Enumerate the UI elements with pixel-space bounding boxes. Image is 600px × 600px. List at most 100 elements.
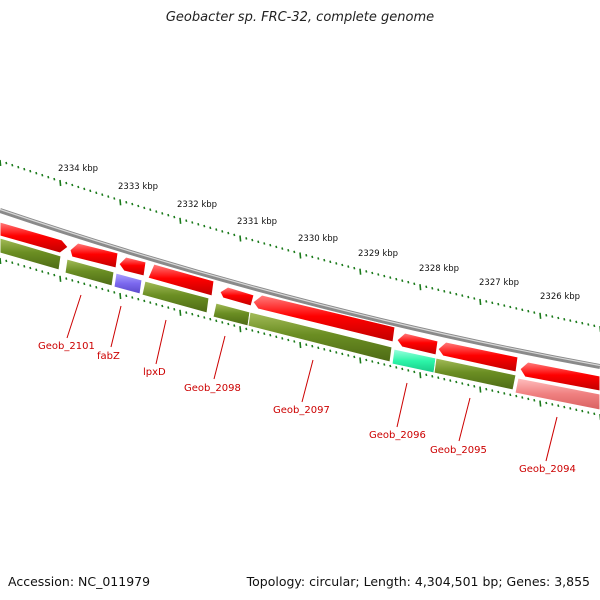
minor-tick — [281, 247, 284, 250]
feature-outer-2 — [69, 242, 119, 269]
gene-label-Geob_2097: Geob_2097 — [273, 405, 330, 416]
minor-tick — [353, 266, 356, 270]
minor-tick — [575, 408, 578, 412]
minor-tick — [329, 260, 332, 264]
major-tick — [179, 309, 182, 316]
leader-lpxD — [155, 319, 167, 365]
minor-tick — [173, 215, 176, 219]
minor-tick — [527, 397, 530, 401]
minor-tick — [149, 208, 152, 212]
minor-tick — [77, 185, 80, 189]
minor-tick — [245, 237, 248, 240]
minor-tick — [191, 312, 194, 316]
major-tick — [299, 252, 302, 259]
minor-tick — [473, 384, 476, 388]
minor-tick — [581, 321, 584, 325]
minor-tick — [341, 352, 344, 356]
minor-tick — [587, 411, 590, 414]
minor-tick — [161, 304, 164, 308]
outer-scale-ticks — [0, 159, 600, 333]
minor-tick — [491, 389, 494, 392]
major-tick — [359, 357, 362, 364]
leader-Geob_2095 — [458, 397, 471, 442]
minor-tick — [251, 238, 254, 242]
leader-Geob_2101 — [66, 294, 82, 339]
minor-tick — [155, 302, 158, 306]
minor-tick — [65, 277, 68, 280]
feature-outer-5 — [219, 286, 255, 307]
minor-tick — [341, 263, 344, 267]
minor-tick — [287, 338, 290, 342]
minor-tick — [233, 324, 236, 327]
minor-tick — [407, 280, 410, 284]
minor-tick — [521, 308, 524, 312]
minor-tick — [443, 377, 446, 381]
minor-tick — [371, 271, 374, 275]
minor-tick — [53, 177, 56, 181]
outer-strand — [0, 221, 600, 392]
minor-tick — [257, 330, 260, 334]
minor-tick — [371, 360, 374, 363]
minor-tick — [323, 347, 326, 351]
minor-tick — [317, 346, 320, 350]
minor-tick — [35, 268, 38, 272]
minor-tick — [143, 299, 146, 303]
gene-label-Geob_2094: Geob_2094 — [519, 464, 576, 475]
minor-tick — [395, 277, 398, 281]
gene-leader-lines — [66, 294, 558, 462]
minor-tick — [533, 311, 536, 314]
minor-tick — [329, 349, 332, 353]
minor-tick — [209, 317, 212, 321]
minor-tick — [437, 288, 440, 292]
minor-tick — [557, 316, 560, 320]
minor-tick — [389, 276, 392, 279]
feature-inner-fabZ — [113, 272, 143, 295]
minor-tick — [311, 255, 314, 259]
tick-label-2331: 2331 kbp — [237, 217, 277, 227]
major-tick — [0, 159, 2, 167]
major-tick — [179, 217, 182, 224]
major-tick — [479, 298, 482, 305]
minor-tick — [221, 321, 224, 324]
minor-tick — [317, 257, 320, 260]
minor-tick — [551, 315, 554, 318]
feature-inner-2098 — [212, 302, 251, 327]
minor-tick — [545, 313, 548, 317]
gene-label-Geob_2095: Geob_2095 — [430, 445, 487, 456]
minor-tick — [11, 261, 14, 265]
inner-strand — [0, 237, 600, 411]
minor-tick — [365, 270, 368, 273]
major-tick — [119, 292, 122, 300]
minor-tick — [35, 171, 38, 175]
minor-tick — [263, 242, 266, 245]
scale-tick-labels: 2334 kbp 2333 kbp 2332 kbp 2331 kbp 2330… — [58, 164, 580, 302]
gene-label-fabZ: fabZ — [97, 351, 120, 362]
minor-tick — [161, 212, 164, 215]
minor-tick — [569, 407, 572, 410]
minor-tick — [293, 250, 296, 254]
minor-tick — [143, 206, 146, 210]
minor-tick — [269, 333, 272, 337]
gene-label-Geob_2101: Geob_2101 — [38, 341, 95, 352]
major-tick — [239, 326, 242, 333]
minor-tick — [449, 379, 452, 382]
minor-tick — [209, 226, 212, 230]
minor-tick — [563, 405, 566, 409]
minor-tick — [113, 291, 116, 294]
minor-tick — [107, 195, 110, 198]
minor-tick — [95, 285, 98, 289]
minor-tick — [131, 296, 134, 299]
minor-tick — [551, 403, 554, 406]
feature-inner-2097 — [247, 311, 393, 363]
minor-tick — [23, 264, 26, 268]
tick-label-2327: 2327 kbp — [479, 278, 519, 288]
inner-scale-ticks — [0, 257, 600, 421]
minor-tick — [149, 301, 152, 304]
minor-tick — [545, 401, 548, 405]
minor-tick — [401, 367, 404, 371]
feature-outer-1 — [0, 221, 69, 254]
tick-label-2326: 2326 kbp — [540, 292, 580, 302]
minor-tick — [515, 307, 518, 310]
minor-tick — [5, 259, 8, 263]
tick-label-2328: 2328 kbp — [419, 264, 459, 274]
